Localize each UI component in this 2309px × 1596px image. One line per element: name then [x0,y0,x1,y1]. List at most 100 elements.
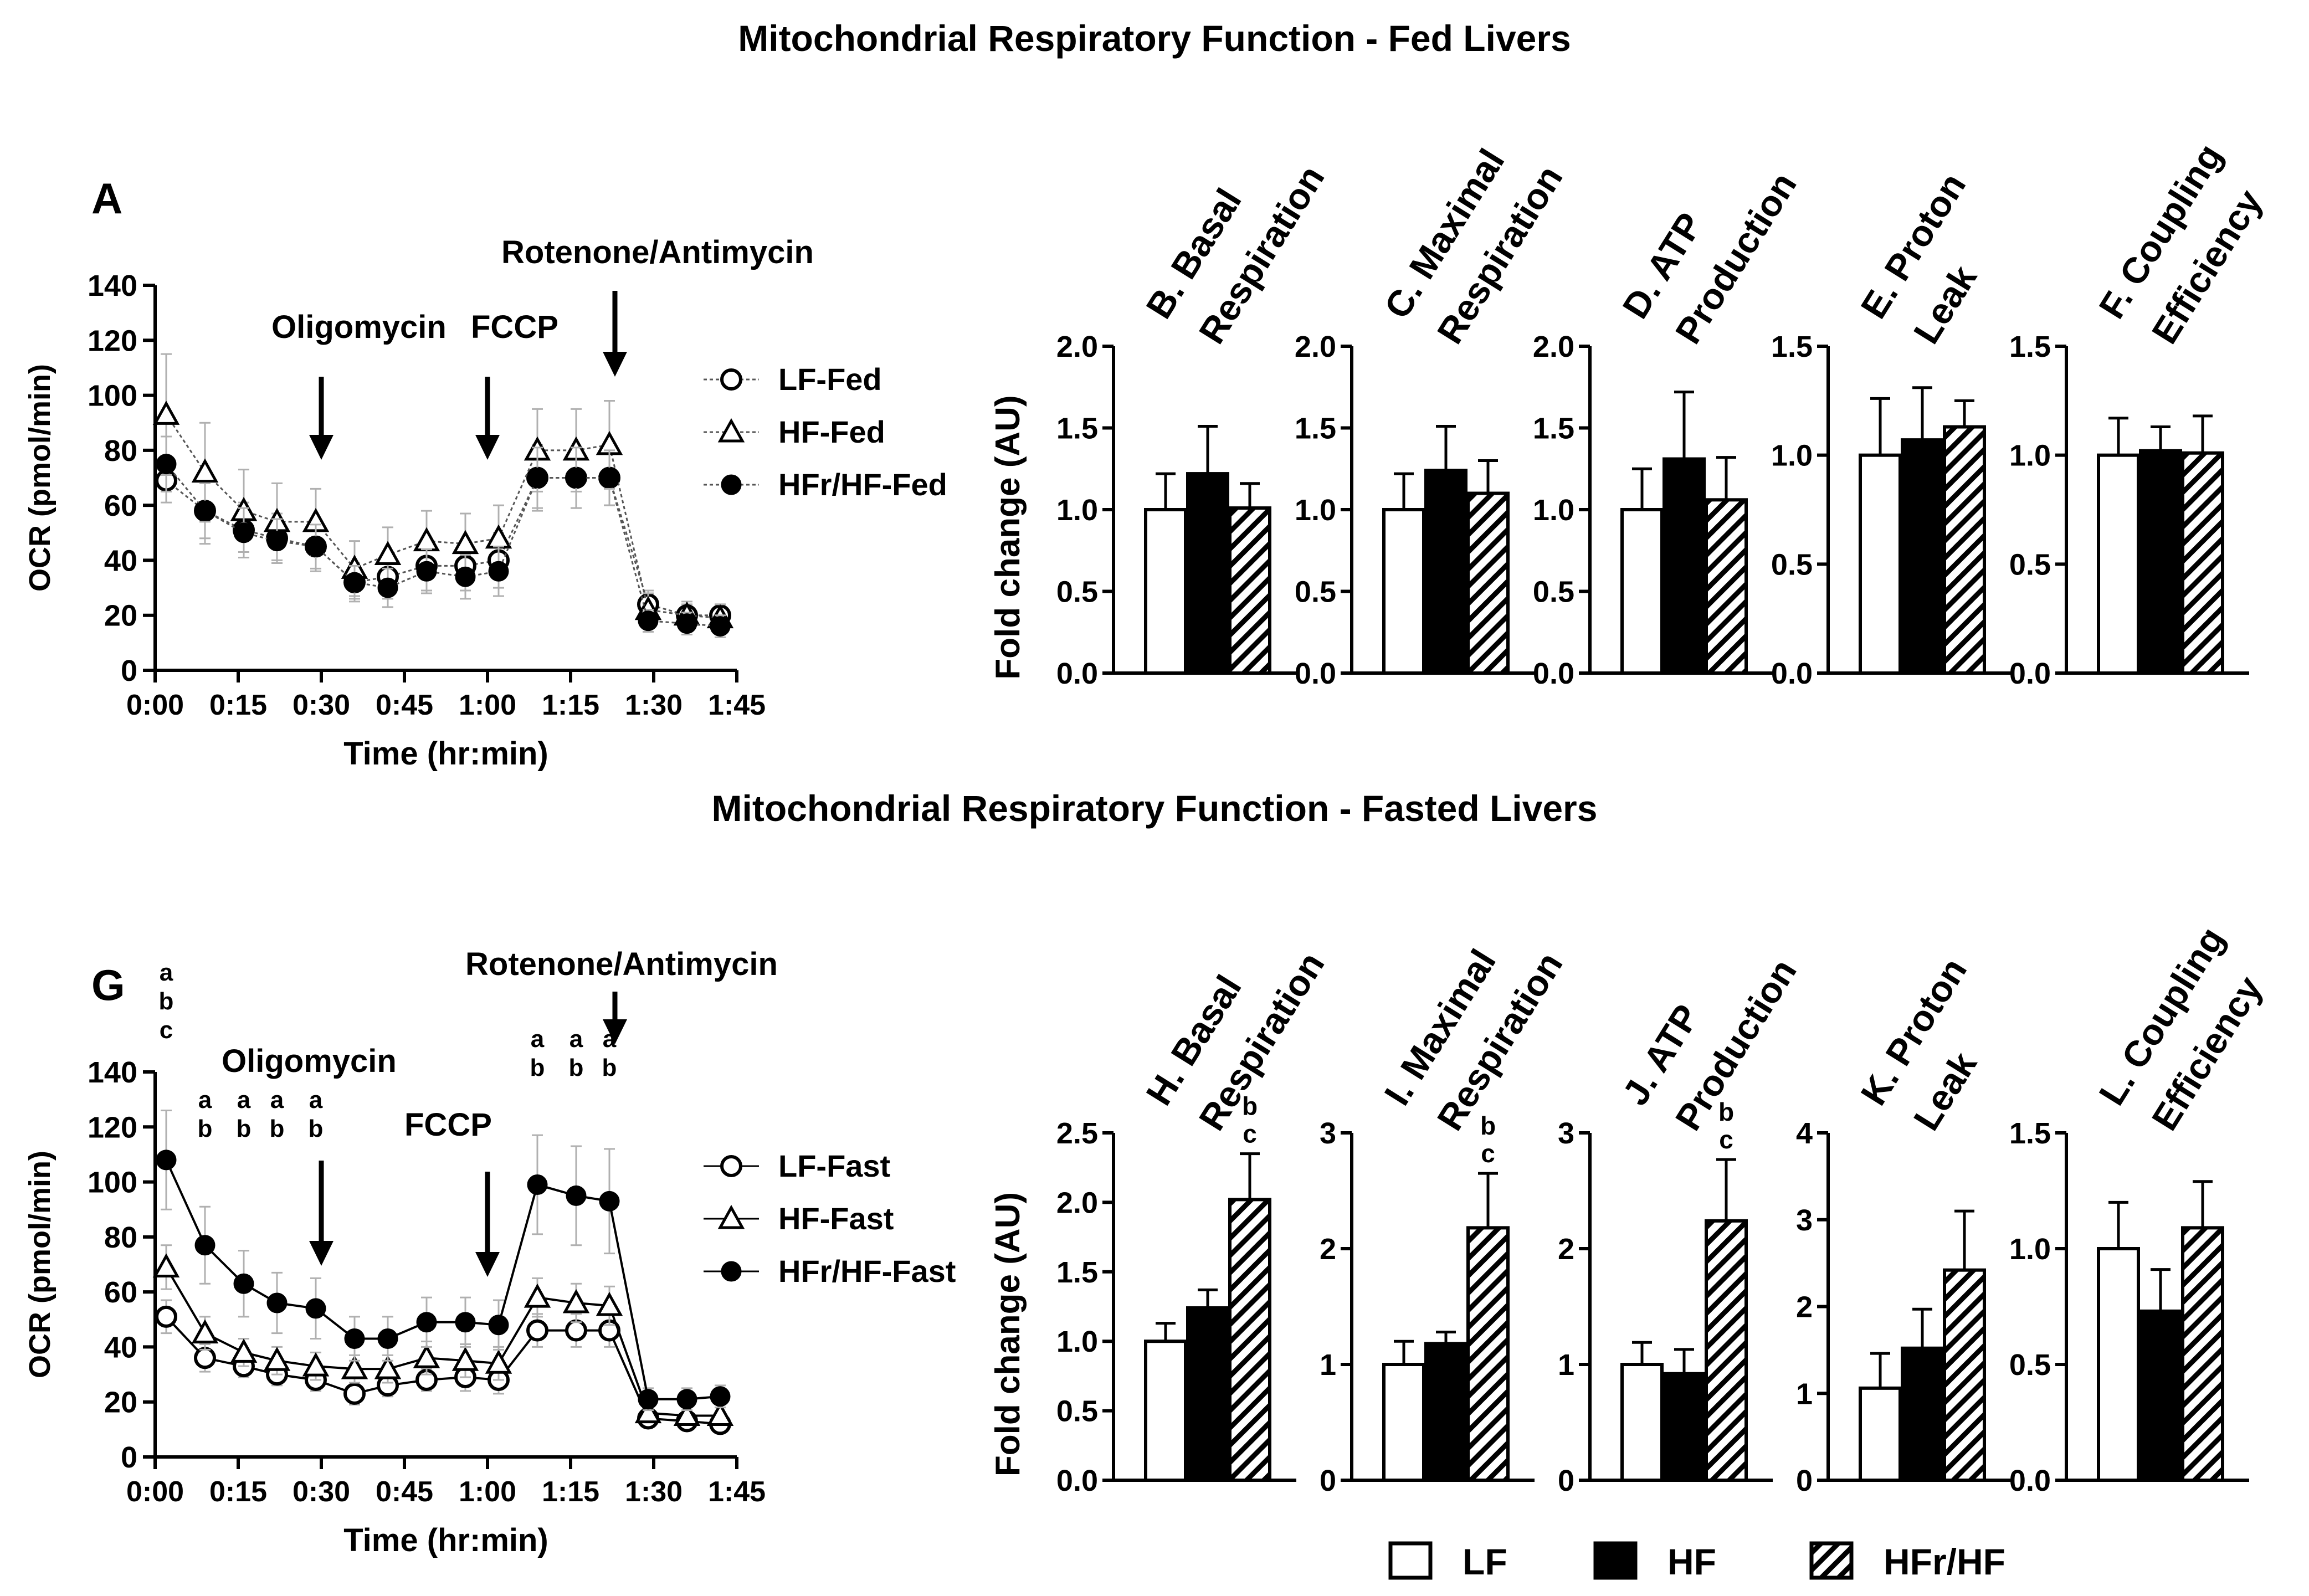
legend-label: HFr/HF-Fast [778,1254,956,1289]
y-tick-label: 2.0 [1056,330,1098,363]
y-tick-label: 1 [1796,1377,1813,1410]
y-tick-label: 0.0 [1533,657,1574,690]
data-point [566,1185,587,1206]
legend-hf-swatch [1593,1541,1638,1580]
legend-marker [721,474,742,495]
data-point [233,522,254,543]
data-point [599,468,620,488]
x-tick-label: 0:45 [376,689,433,721]
series-line [165,463,721,628]
data-point [599,1190,620,1212]
significance-letter: b [159,988,174,1015]
y-axis-title: OCR (pmol/min) [23,1151,57,1378]
series-line [165,414,721,619]
data-point [377,577,398,598]
significance-letter: b [1718,1097,1734,1126]
significance-letter: a [531,1025,545,1053]
y-tick-label: 0.5 [1533,576,1574,609]
data-point [191,1319,219,1344]
legend-marker [721,1261,742,1282]
data-point [413,1344,440,1368]
injection-label: Oligomycin [271,309,447,345]
y-tick-label: 80 [104,434,137,468]
data-point [374,541,402,565]
y-tick-label: 1.5 [1056,1256,1098,1289]
y-tick-label: 0.5 [2009,1348,2051,1382]
y-tick-label: 0 [1320,1464,1336,1497]
y-tick-label: 0.0 [2009,1464,2051,1497]
y-tick-label: 60 [104,489,137,522]
bar-lf [1859,1386,1902,1482]
y-tick-label: 1.0 [1056,494,1098,527]
significance-letter: a [198,1086,212,1113]
data-point [527,1174,548,1195]
series-line [165,1159,721,1400]
significance-letter: c [160,1017,173,1044]
bar-hfr-hf [1228,506,1271,675]
data-point [302,1352,330,1377]
legend-marker [720,368,742,391]
bar-lf [1620,508,1664,675]
x-tick-label: 1:00 [459,1476,516,1508]
data-point [305,536,326,557]
y-tick-label: 1.0 [1295,494,1336,527]
bar-hfr-hf [1705,498,1748,675]
data-point [194,500,215,521]
data-point [455,566,476,587]
significance-letter: b [602,1054,617,1081]
legend-label: HF-Fast [778,1201,894,1236]
y-tick-label: 2.0 [1056,1186,1098,1219]
data-point [230,1338,258,1363]
data-point [710,1386,731,1407]
x-tick-label: 0:00 [126,1476,184,1508]
data-point [562,1289,590,1313]
y-tick-label: 0 [1558,1464,1574,1497]
data-point [638,1389,659,1410]
bar-hf [1424,469,1468,675]
data-point [451,1347,479,1371]
y-tick-label: 0.5 [1295,576,1336,609]
significance-letter: b [1242,1092,1258,1121]
series-hfr-hf-fed [156,435,731,638]
series-hf-fast [152,1244,734,1426]
x-tick-label: 0:30 [293,689,350,721]
y-tick-label: 3 [1558,1117,1574,1150]
y-tick-label: 100 [88,1166,137,1199]
bar-lf [2097,453,2140,675]
y-tick-label: 0.0 [1771,657,1813,690]
y-tick-label: 1.0 [1056,1325,1098,1358]
bar-lf [1144,1340,1187,1482]
y-tick-label: 40 [104,544,137,577]
y-tick-label: 1.5 [2009,1117,2051,1150]
legend-hf-label: HF [1667,1541,1716,1582]
injection-label: Rotenone/Antimycin [465,946,778,982]
series-line [165,1266,720,1417]
y-tick-label: 1.0 [1533,494,1574,527]
bar-hfr-hf [1943,1268,1986,1482]
data-point [451,530,479,555]
bar-hfr-hf [1943,425,1986,675]
bar-hf [1901,1346,1944,1482]
data-point [263,1347,291,1371]
bar-hf [2139,449,2182,675]
y-tick-label: 0.0 [2009,657,2051,690]
bar-lf [2097,1247,2140,1482]
legend-hfr-label: HFr/HF [1884,1541,2005,1582]
x-tick-label: 0:15 [209,1476,267,1508]
fasted-section-title: Mitochondrial Respiratory Function - Fas… [712,788,1598,829]
y-tick-label: 2 [1558,1233,1574,1266]
x-tick-label: 1:45 [708,689,766,721]
y-tick-label: 0 [121,1441,137,1474]
series-line [165,1316,721,1425]
injection-label: Oligomycin [222,1043,397,1079]
y-tick-label: 0.0 [1056,1464,1098,1497]
data-point [343,1382,366,1405]
